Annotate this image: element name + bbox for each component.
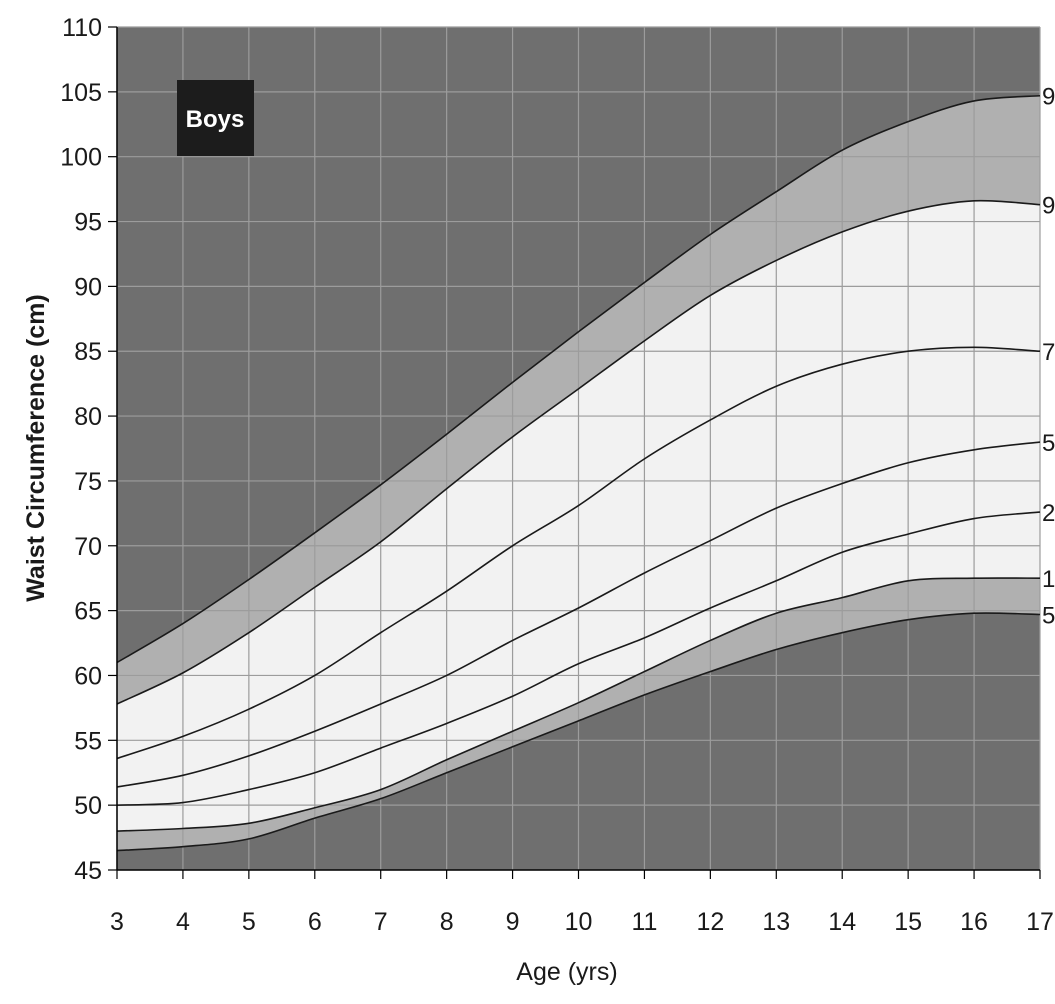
percentile-label-10: 10 (1042, 566, 1055, 593)
x-tick-label: 6 (308, 908, 322, 936)
x-tick-label: 14 (828, 908, 856, 936)
y-tick-label: 90 (74, 273, 102, 301)
y-tick-label: 100 (60, 144, 102, 172)
x-tick-label: 3 (110, 908, 124, 936)
x-tick-label: 8 (440, 908, 454, 936)
y-tick-label: 55 (74, 727, 102, 755)
y-tick-label: 70 (74, 533, 102, 561)
boys-badge-background (177, 80, 254, 156)
x-tick-label: 17 (1026, 908, 1054, 936)
percentile-label-95: 95 (1042, 84, 1055, 111)
percentile-curve-90 (116, 199, 1041, 705)
x-tick-label: 13 (762, 908, 790, 936)
y-axis-ticks: 45 50 55 60 65 70 75 80 85 90 95 100 105 110 (60, 14, 117, 885)
y-tick-label: 50 (74, 792, 102, 820)
percentile-curve-50 (116, 441, 1041, 788)
y-tick-label: 95 (74, 209, 102, 237)
y-tick-label: 60 (74, 662, 102, 690)
percentile-label-90: 90 (1042, 193, 1055, 220)
y-tick-label: 85 (74, 338, 102, 366)
percentile-curve-25 (116, 511, 1041, 806)
x-tick-label: 12 (696, 908, 724, 936)
x-tick-label: 11 (631, 908, 657, 936)
percentile-label-75: 75 (1042, 339, 1055, 366)
boys-badge: Boys (177, 80, 254, 156)
x-tick-label: 15 (894, 908, 922, 936)
y-tick-label: 110 (62, 14, 102, 42)
percentile-label-50: 50 (1042, 430, 1055, 457)
x-tick-label: 16 (960, 908, 988, 936)
percentile-curve-75 (116, 346, 1041, 760)
x-tick-label: 10 (565, 908, 593, 936)
y-tick-label: 75 (74, 468, 102, 496)
x-tick-label: 9 (506, 908, 520, 936)
y-axis-label: Waist Circumference (cm) (22, 294, 50, 602)
percentile-labels: 5 10 25 50 75 90 95 (1042, 84, 1055, 630)
y-tick-label: 45 (74, 857, 102, 885)
x-tick-label: 7 (374, 908, 388, 936)
percentile-label-5: 5 (1042, 603, 1055, 630)
x-axis-ticks: 3 4 5 6 7 8 9 10 11 12 13 14 15 16 17 (110, 870, 1054, 936)
percentile-curve-10 (116, 577, 1041, 832)
percentile-curve-5 (116, 612, 1041, 852)
x-tick-label: 5 (242, 908, 256, 936)
percentile-curve-95 (116, 94, 1041, 664)
y-tick-label: 105 (60, 79, 102, 107)
boys-badge-label: Boys (186, 106, 245, 133)
y-tick-label: 80 (74, 403, 102, 431)
percentile-curves (116, 94, 1041, 852)
x-axis-label: Age (yrs) (516, 958, 617, 986)
y-tick-label: 65 (74, 598, 102, 626)
x-tick-label: 4 (176, 908, 190, 936)
percentile-label-25: 25 (1042, 500, 1055, 527)
